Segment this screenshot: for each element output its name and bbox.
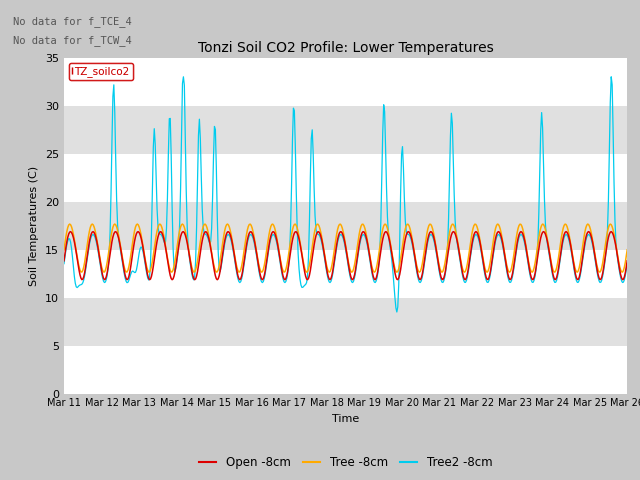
Text: No data for f_TCW_4: No data for f_TCW_4 [13, 35, 132, 46]
Bar [64, 58, 627, 106]
X-axis label: Time: Time [332, 414, 359, 424]
Bar [64, 250, 627, 298]
Y-axis label: Soil Temperatures (C): Soil Temperatures (C) [29, 166, 40, 286]
Bar [64, 298, 627, 346]
Bar [64, 202, 627, 250]
Bar [64, 154, 627, 202]
Bar [64, 106, 627, 154]
Bar [64, 346, 627, 394]
Legend: TZ_soilco2: TZ_soilco2 [69, 63, 132, 80]
Title: Tonzi Soil CO2 Profile: Lower Temperatures: Tonzi Soil CO2 Profile: Lower Temperatur… [198, 41, 493, 55]
Legend: Open -8cm, Tree -8cm, Tree2 -8cm: Open -8cm, Tree -8cm, Tree2 -8cm [194, 452, 497, 474]
Text: No data for f_TCE_4: No data for f_TCE_4 [13, 16, 132, 27]
